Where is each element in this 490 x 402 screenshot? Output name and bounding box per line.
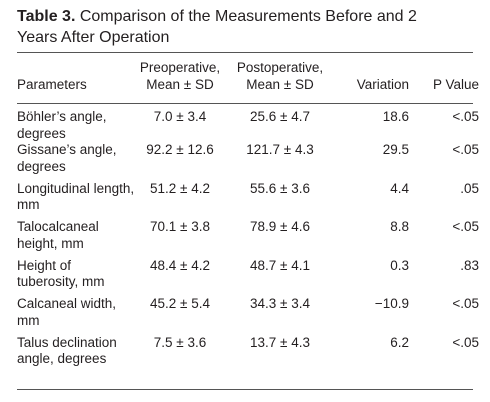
title-text: Comparison of the Measurements Before an…	[17, 8, 417, 46]
table-cell: Longitudinal length, mm	[17, 180, 135, 213]
table-cell: <.05	[452, 296, 479, 311]
header-line: Postoperative,	[236, 60, 324, 75]
table-row: Calcaneal width, mm 45.2 ± 5.4 34.3 ± 3.4 −…	[17, 296, 479, 335]
table-cell: 7.5 ± 3.6	[153, 334, 207, 350]
header-line: Mean ± SD	[246, 76, 314, 92]
header-line: Mean ± SD	[146, 76, 214, 92]
table-title: Table 3. Comparison of the Measurements …	[17, 6, 457, 48]
table-cell: 4.4	[390, 180, 409, 196]
column-header: Parameters	[17, 60, 135, 99]
header-line: Preoperative,	[139, 60, 221, 75]
table-row: Talus declination angle, degrees 7.5 ± 3.…	[17, 335, 479, 374]
table-cell: 51.2 ± 4.2	[150, 180, 210, 196]
table-cell: 48.7 ± 4.1	[250, 257, 310, 273]
table-cell: 70.1 ± 3.8	[150, 219, 210, 234]
table-cell: 13.7 ± 4.3	[250, 334, 310, 350]
table-cell: <.05	[452, 334, 479, 350]
table-cell: 48.4 ± 4.2	[150, 257, 210, 273]
table-cell: Height of tuberosity, mm	[17, 257, 105, 290]
table-cell: Talus declination angle, degrees	[17, 334, 117, 367]
table-cell: 121.7 ± 4.3	[246, 142, 314, 157]
table-cell: 92.2 ± 12.6	[146, 142, 214, 157]
column-header: P Value	[409, 60, 479, 99]
table-row: Gissane’s angle, degrees 92.2 ± 12.6 121.7…	[17, 142, 479, 181]
table-cell: 0.3	[390, 257, 409, 273]
table-cell: Böhler’s angle, degrees	[17, 109, 107, 141]
column-header: Preoperative, Mean ± SD	[135, 60, 225, 99]
table-cell: .05	[460, 180, 479, 196]
table-cell: <.05	[452, 219, 479, 234]
rule	[17, 389, 473, 390]
table-cell: 55.6 ± 3.6	[250, 180, 310, 196]
table-cell: 25.6 ± 4.7	[250, 109, 310, 124]
column-header: Variation	[335, 60, 409, 99]
table-cell: 34.3 ± 3.4	[250, 296, 310, 311]
rule	[17, 52, 473, 53]
table-cell: 7.0 ± 3.4	[153, 109, 207, 124]
table-row: Longitudinal length, mm 51.2 ± 4.2 55.6 ± …	[17, 181, 479, 220]
table-body: Böhler’s angle, degrees 7.0 ± 3.4 25.6 ± 4…	[17, 99, 479, 373]
header-line: Variation	[356, 76, 409, 92]
table-cell: Calcaneal width, mm	[17, 296, 117, 328]
table-cell: 45.2 ± 5.4	[150, 296, 210, 311]
table-cell: .83	[460, 257, 479, 273]
table-cell: 6.2	[390, 334, 409, 350]
table-cell: −10.9	[374, 296, 409, 311]
table-row: Böhler’s angle, degrees 7.0 ± 3.4 25.6 ± 4…	[17, 99, 479, 142]
table-row: Talocalcaneal height, mm 70.1 ± 3.8 78.9 ±…	[17, 219, 479, 258]
header-row: Parameters Preoperative, Mean ± SD Postoper…	[17, 60, 479, 99]
header-line: P Value	[432, 76, 479, 92]
table-cell: 29.5	[382, 142, 409, 157]
table-cell: 8.8	[390, 219, 409, 234]
table-cell: 78.9 ± 4.6	[250, 219, 310, 234]
table-cell: Talocalcaneal height, mm	[17, 219, 99, 251]
header-line: Parameters	[17, 76, 87, 92]
table: Parameters Preoperative, Mean ± SD Postoper…	[17, 60, 479, 373]
table-cell: <.05	[452, 142, 479, 157]
table-label: Table 3.	[17, 8, 76, 25]
table-cell: 18.6	[382, 109, 409, 124]
table-row: Height of tuberosity, mm 48.4 ± 4.2 48.7 ±…	[17, 258, 479, 297]
table-cell: Gissane’s angle, degrees	[17, 142, 117, 174]
column-header: Postoperative, Mean ± SD	[225, 60, 335, 99]
rule	[17, 103, 473, 104]
table-cell: <.05	[452, 109, 479, 124]
